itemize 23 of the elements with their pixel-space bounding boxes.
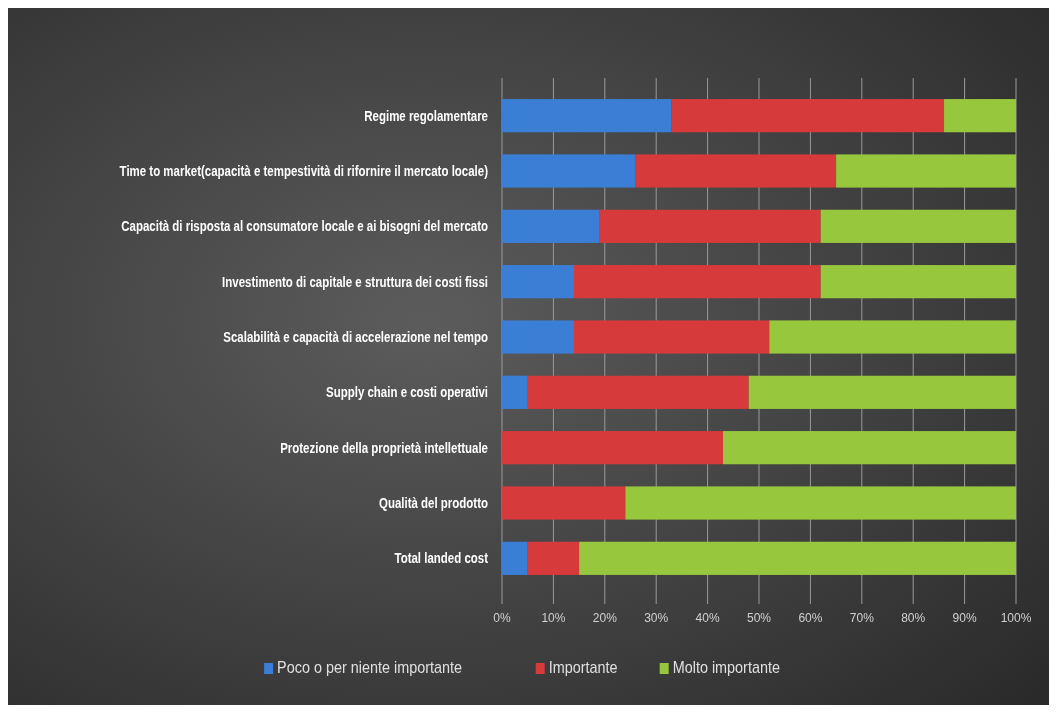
y-tick-label: Qualità del prodotto bbox=[378, 494, 489, 512]
x-tick-label: 40% bbox=[695, 611, 720, 625]
y-tick-label: Capacità di risposta al consumatore locale e ai bisogni del mercato bbox=[121, 218, 489, 235]
x-tick-label: 90% bbox=[952, 611, 977, 625]
x-tick-label: 70% bbox=[849, 611, 875, 625]
y-tick-label: Time to market(capacità e tempestività di rifornire il mercato locale) bbox=[119, 162, 488, 180]
x-tick-label: 80% bbox=[901, 611, 926, 625]
x-tick-label: 30% bbox=[644, 611, 669, 625]
x-tick-label: 50% bbox=[746, 611, 772, 625]
y-tick-label: Total landed cost bbox=[394, 550, 489, 567]
y-tick-label: Scalabilità e capacità di accelerazione nel tempo bbox=[223, 328, 489, 346]
x-tick-label: 10% bbox=[541, 611, 566, 625]
y-tick-label: Regime regolamentare bbox=[364, 107, 488, 124]
y-tick-label: Protezione della proprietà intellettuale bbox=[280, 439, 488, 456]
y-tick-label: Supply chain e costi operativi bbox=[326, 384, 488, 401]
y-tick-label: Investimento di capitale e struttura dei costi fissi bbox=[222, 273, 488, 290]
x-tick-label: 60% bbox=[798, 611, 823, 625]
x-tick-label: 20% bbox=[592, 611, 618, 625]
legend-label: Importante bbox=[548, 658, 618, 677]
legend-label: Poco o per niente importante bbox=[277, 658, 462, 677]
legend-label: Molto importante bbox=[672, 658, 780, 677]
x-tick-label: 100% bbox=[1000, 611, 1032, 625]
x-tick-label: 0% bbox=[493, 611, 511, 625]
